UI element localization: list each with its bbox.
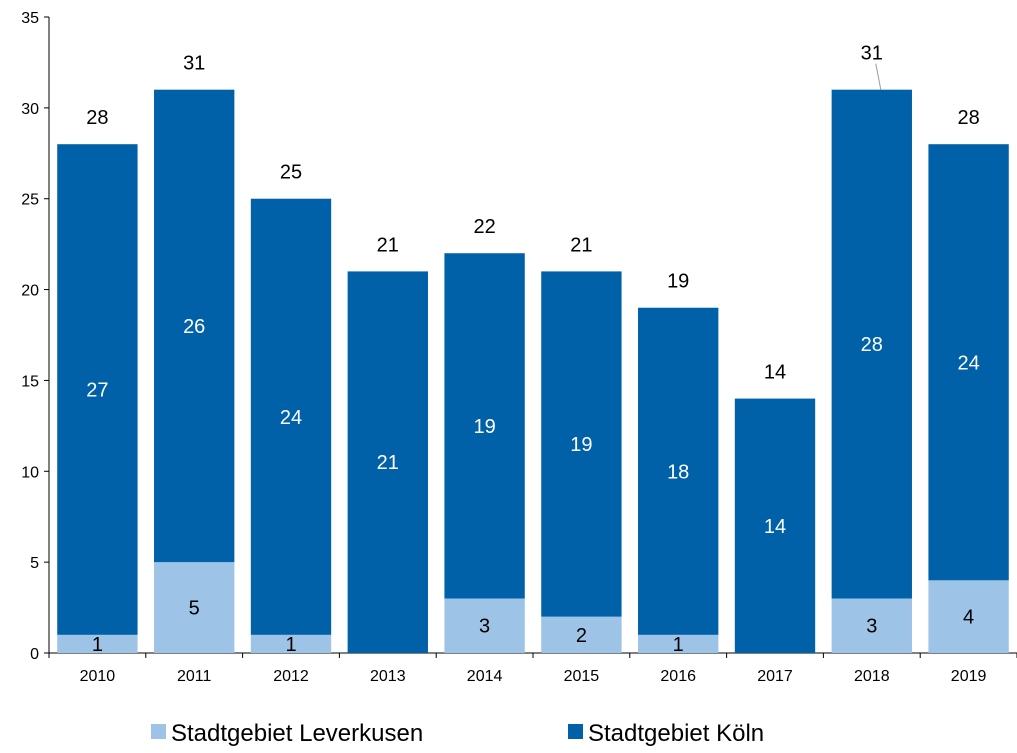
total-value-label: 21 <box>377 234 399 256</box>
segment-value-label: 1 <box>92 634 103 656</box>
bar-segment <box>347 271 428 653</box>
segment-value-label: 18 <box>667 461 689 483</box>
segment-value-label: 27 <box>86 380 108 402</box>
segment-value-label: 24 <box>280 407 302 429</box>
x-tick-label: 2012 <box>273 668 309 685</box>
segment-value-label: 2 <box>576 625 587 647</box>
segment-value-label: 3 <box>866 616 877 638</box>
segment-value-label: 26 <box>183 316 205 338</box>
y-tick-label: 0 <box>30 646 39 663</box>
bar-segment <box>638 634 719 653</box>
x-tick-label: 2016 <box>660 668 696 685</box>
segment-value-label: 5 <box>189 598 200 620</box>
y-tick-label: 10 <box>21 464 39 481</box>
bar-segment <box>57 634 138 653</box>
total-value-label: 28 <box>957 107 979 129</box>
legend-label: Stadtgebiet Leverkusen <box>171 720 423 747</box>
segment-value-label: 4 <box>963 607 974 629</box>
legend-swatch <box>151 724 166 739</box>
legend-swatch <box>568 724 583 739</box>
x-tick-label: 2010 <box>80 668 116 685</box>
data-labels: 1272852631124252121319222192111819141432… <box>86 43 979 656</box>
total-value-label: 28 <box>86 107 108 129</box>
segment-value-label: 19 <box>473 416 495 438</box>
legend-label: Stadtgebiet Köln <box>588 720 764 747</box>
x-tick-label: 2011 <box>177 668 212 685</box>
total-value-label: 25 <box>280 162 302 184</box>
segment-value-label: 21 <box>377 452 399 474</box>
bar-segment <box>831 598 912 653</box>
bar-segment <box>541 271 622 617</box>
legend: Stadtgebiet Leverkusen Stadtgebiet Köln <box>151 720 764 747</box>
x-tick-label: 2017 <box>757 668 793 685</box>
y-tick-label: 20 <box>21 283 39 300</box>
leader-line <box>875 63 882 90</box>
bar-segment <box>57 144 138 635</box>
y-tick-label: 30 <box>21 101 39 118</box>
total-value-label: 21 <box>570 234 592 256</box>
total-value-label: 22 <box>473 216 495 238</box>
bar-segment <box>444 253 525 599</box>
total-value-label: 14 <box>764 362 786 384</box>
y-tick-label: 5 <box>30 555 39 572</box>
segment-value-label: 1 <box>285 634 296 656</box>
x-tick-label: 2015 <box>564 668 600 685</box>
y-tick-label: 25 <box>21 192 39 209</box>
bar-segment <box>250 634 332 653</box>
bar-segment <box>928 580 1009 653</box>
segment-value-label: 28 <box>861 334 883 356</box>
total-value-label: 31 <box>861 43 883 65</box>
bar-segment <box>154 89 235 563</box>
bars <box>57 89 1009 653</box>
segment-value-label: 1 <box>673 634 684 656</box>
y-tick-label: 35 <box>21 10 39 27</box>
total-value-label: 31 <box>183 53 205 75</box>
x-tick-label: 2018 <box>854 668 890 685</box>
bar-segment <box>444 598 525 653</box>
total-value-label: 19 <box>667 271 689 293</box>
segment-value-label: 14 <box>764 516 786 538</box>
bar-segment <box>250 198 332 635</box>
x-tick-label: 2013 <box>370 668 406 685</box>
segment-value-label: 3 <box>479 616 490 638</box>
segment-value-label: 19 <box>570 434 592 456</box>
bar-segment <box>734 398 816 653</box>
bar-segment <box>154 562 235 653</box>
x-tick-label: 2019 <box>951 668 987 685</box>
x-tick-label: 2014 <box>467 668 503 685</box>
bar-segment <box>541 616 622 653</box>
y-tick-label: 15 <box>21 373 39 390</box>
bar-segment <box>928 144 1009 581</box>
bar-segment <box>831 89 912 599</box>
bar-segment <box>638 307 719 635</box>
segment-value-label: 24 <box>957 352 979 374</box>
